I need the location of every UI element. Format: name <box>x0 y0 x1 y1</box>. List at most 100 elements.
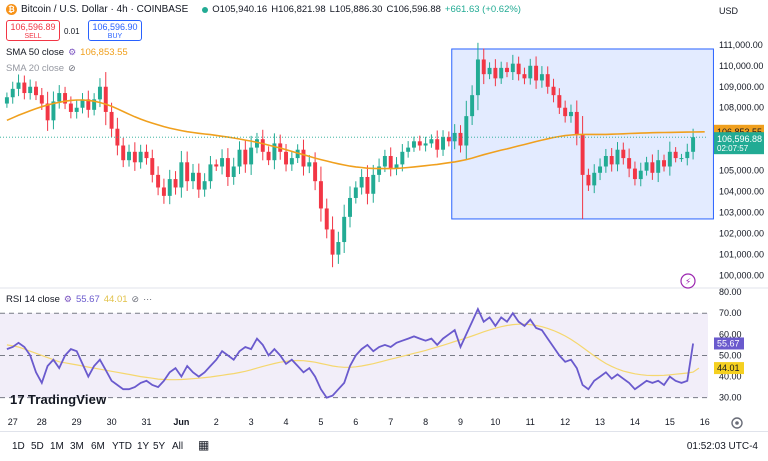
timeframe-button[interactable]: 5D <box>31 441 44 452</box>
candle-body <box>499 67 504 79</box>
ohlc-close: C106,596.88 <box>386 4 441 15</box>
candle <box>685 143 690 166</box>
spread-value: 0.01 <box>64 27 80 36</box>
x-tick-label: 10 <box>490 417 500 427</box>
candle <box>237 141 242 175</box>
timeframe-button[interactable]: 1D <box>12 441 25 452</box>
candle <box>452 124 457 150</box>
candle <box>377 158 382 183</box>
rsi-more-icon[interactable]: ⋯ <box>143 294 153 304</box>
candle-body <box>580 135 585 175</box>
candle-body <box>650 162 655 173</box>
candle <box>348 186 352 228</box>
timeframe-button[interactable]: 6M <box>91 441 105 452</box>
candle-body <box>74 107 79 112</box>
candle <box>423 136 428 152</box>
candle-body <box>458 132 463 146</box>
sell-price: 106,596.89 <box>10 22 56 32</box>
sell-button[interactable]: 106,596.89 SELL <box>6 20 60 41</box>
candle-body <box>272 143 277 161</box>
candle <box>568 104 573 123</box>
candle <box>86 90 91 118</box>
candle-body <box>92 99 97 110</box>
x-tick-label: 30 <box>107 417 117 427</box>
candle <box>179 150 184 198</box>
candle <box>673 147 678 163</box>
candle <box>260 129 265 161</box>
legend-sma50[interactable]: SMA 50 close ⚙ 106,853.55 <box>6 47 128 58</box>
candle-body <box>22 82 27 94</box>
x-tick-label: Jun <box>173 417 189 427</box>
candle-body <box>318 181 323 209</box>
candle <box>499 61 504 84</box>
indicator-settings-icon[interactable]: ⚙ <box>68 47 77 57</box>
candle-body <box>301 149 306 167</box>
tradingview-logo[interactable]: 17 TradingView <box>10 392 109 407</box>
legend-sma20[interactable]: SMA 20 close ⊘ <box>6 63 76 74</box>
rsi-settings-icon[interactable]: ⚙ <box>63 294 72 304</box>
candle-body <box>603 156 608 167</box>
candle-body <box>377 166 382 175</box>
candle <box>243 140 248 173</box>
candle <box>272 133 277 170</box>
candle-body <box>63 93 68 104</box>
clock[interactable]: 01:52:03 UTC-4 <box>686 441 758 452</box>
candle <box>365 165 370 205</box>
timeframe-button[interactable]: 1M <box>50 441 64 452</box>
candle-body <box>80 99 85 108</box>
tradingview-mark-icon: 17 <box>10 392 25 407</box>
rsi-ma-badge <box>714 362 744 375</box>
bitcoin-logo-icon: ₿ <box>6 4 17 15</box>
symbol-title[interactable]: Bitcoin / U.S. Dollar · 4h · COINBASE <box>21 4 189 15</box>
candle <box>400 144 405 172</box>
candle <box>173 171 178 195</box>
candle-body <box>446 137 451 142</box>
candle-body <box>557 95 562 108</box>
candle <box>621 142 626 165</box>
candle-body <box>39 95 44 104</box>
candle <box>92 93 97 116</box>
candle <box>638 162 643 187</box>
reset-replay-icon[interactable]: ⚡ <box>680 273 696 289</box>
candle-body <box>313 162 318 182</box>
candle <box>505 62 509 78</box>
candle <box>167 169 172 205</box>
buy-button[interactable]: 106,596.90 BUY <box>88 20 142 41</box>
candle-body <box>266 151 271 161</box>
candle <box>74 100 79 119</box>
candle-body <box>34 86 38 96</box>
timeframe-button[interactable]: 3M <box>70 441 84 452</box>
candle-body <box>127 151 132 161</box>
rsi-tick-label: 60.00 <box>719 329 742 339</box>
timeframe-button[interactable]: 5Y <box>153 441 166 452</box>
x-tick-label: 6 <box>353 417 358 427</box>
candle <box>516 56 521 81</box>
symbol-header: ₿ Bitcoin / U.S. Dollar · 4h · COINBASE … <box>6 4 521 15</box>
date-range-icon[interactable]: ▦ <box>198 438 210 452</box>
price-tick-label: 110,000.00 <box>719 61 763 71</box>
timeframe-button[interactable]: YTD <box>112 441 132 452</box>
rsi-tick-label: 50.00 <box>719 350 742 360</box>
price-tick-label: 111,000.00 <box>719 40 763 50</box>
candle-body <box>435 139 440 150</box>
candle <box>441 130 446 156</box>
currency-label[interactable]: USD <box>718 6 738 16</box>
candle <box>185 151 190 191</box>
candle <box>301 139 306 176</box>
timeframe-button[interactable]: 1Y <box>137 441 150 452</box>
settings-gear-icon[interactable] <box>731 417 743 429</box>
rsi-hide-icon[interactable]: ⊘ <box>131 294 140 304</box>
candle <box>371 164 376 203</box>
candle-body <box>423 143 428 146</box>
hidden-eye-icon[interactable]: ⊘ <box>68 63 76 73</box>
legend-rsi[interactable]: RSI 14 close ⚙ 55.67 44.01 ⊘ ⋯ <box>6 294 152 305</box>
candle <box>429 134 434 148</box>
candle <box>191 163 195 190</box>
candle <box>109 102 114 138</box>
x-tick-label: 16 <box>700 417 710 427</box>
timeframe-button[interactable]: All <box>172 441 184 452</box>
candle-body <box>539 74 544 81</box>
tradingview-logo-text: TradingView <box>27 392 107 407</box>
candle <box>266 146 271 166</box>
